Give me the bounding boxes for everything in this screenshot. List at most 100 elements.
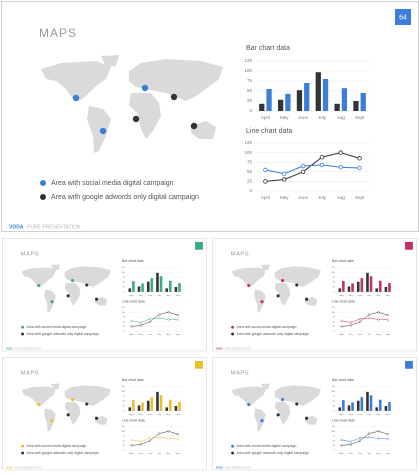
x-tick-label: Sept [385,333,390,336]
y-tick-label: 0 [249,108,252,113]
bar [141,402,144,411]
chart-title: Bar chart data [122,259,144,263]
x-tick-label: June [298,115,308,120]
map-marker [260,419,264,423]
chart-title: Line chart data [246,128,292,135]
y-tick-label: 75 [333,277,336,279]
line [131,437,178,442]
y-tick-label: 100 [244,68,252,73]
y-tick-label: 0 [124,410,126,412]
continent [21,267,56,287]
legend-label: Area with google adwords only digital ca… [51,194,199,201]
legend-label: Area with social media digital campaign [237,325,297,329]
bar [132,400,135,411]
continent [261,264,270,271]
bar [356,400,360,411]
point [368,313,371,316]
point [282,177,287,182]
x-tick-label: Aug [167,333,172,336]
slide-title: MAPS [21,252,40,258]
map-marker [50,419,54,423]
point [130,444,133,447]
y-tick-label: 50 [333,282,336,284]
slide-border [212,238,417,352]
y-tick-label: 25 [333,287,336,289]
y-tick-label: 50 [247,88,253,93]
bar [342,281,345,292]
x-tick-label: May [349,414,354,416]
line [131,312,178,327]
line [341,437,388,442]
x-tick-label: July [367,295,372,297]
point [340,319,343,322]
continent [95,415,108,425]
point [338,150,343,155]
point [319,155,325,160]
y-tick-label: 125 [331,426,335,428]
point [167,430,170,433]
slide-border [1,1,419,232]
y-tick-label: 25 [333,445,336,447]
point [357,156,362,161]
y-tick-label: 50 [123,321,126,323]
map-marker [95,297,99,301]
point [139,321,142,324]
y-tick-label: 50 [333,401,336,403]
x-tick-label: Aug [167,452,172,455]
bar [375,288,378,292]
y-tick-label: 125 [331,267,335,269]
point [349,440,352,443]
y-tick-label: 50 [123,440,126,442]
y-tick-label: 75 [123,277,126,279]
x-tick-label: May [280,115,289,120]
y-tick-label: 25 [123,287,126,289]
map-marker [70,279,75,283]
point [263,167,268,173]
legend-marker [40,180,46,186]
slide-border [2,238,207,352]
bar [259,103,265,111]
bar [150,397,154,411]
legend-label: Area with google adwords only digital ca… [27,332,99,336]
map-marker [37,402,41,407]
point [340,325,343,328]
legend-label: Area with social media digital campaign [237,444,297,448]
map-marker [295,283,299,287]
point [377,318,380,321]
y-tick-label: 125 [331,307,335,309]
page-badge [195,241,203,250]
legend-label: Area with social media digital campaign [27,325,87,329]
point [358,317,362,320]
bar [347,405,351,411]
y-tick-label: 100 [121,272,125,274]
y-tick-label: 0 [124,331,126,333]
continent [64,283,81,306]
point [130,438,133,441]
y-tick-label: 75 [123,396,126,398]
bar [178,402,181,411]
x-tick-label: April [339,294,344,297]
x-tick-label: April [339,452,344,455]
x-tick-label: July [367,334,372,336]
point [358,436,362,439]
legend-marker [21,451,25,455]
legend-label: Area with social media digital campaign [51,180,174,187]
y-tick-label: 75 [333,436,336,438]
point [167,318,170,321]
x-tick-label: Sept [355,195,365,200]
bar [366,272,369,292]
map-marker [132,115,140,123]
continent [87,106,111,153]
y-tick-label: 125 [121,267,125,269]
page-badge [405,241,413,250]
x-tick-label: June [148,414,154,416]
continent [64,266,111,287]
continent [44,289,56,313]
x-tick-label: Sept [355,115,365,120]
legend-marker [231,332,235,336]
bar [137,286,141,292]
point [340,444,343,447]
x-tick-label: Aug [377,452,382,455]
point [349,324,352,327]
